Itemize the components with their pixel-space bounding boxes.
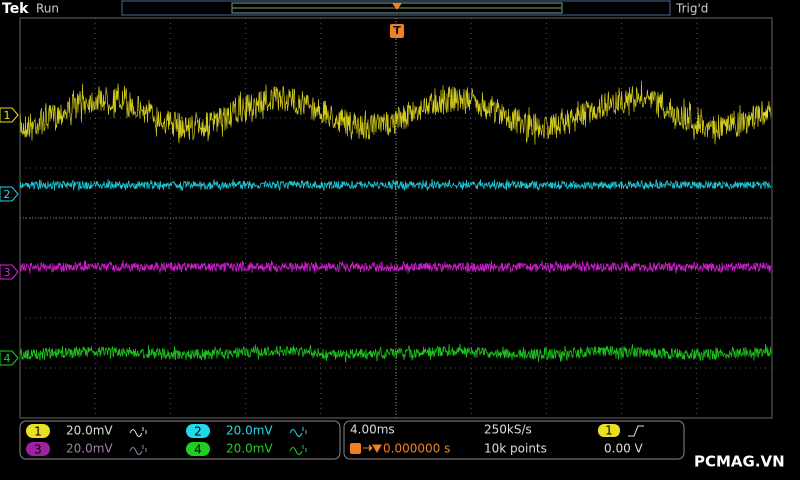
channel-marker: 3 (4, 266, 11, 279)
position-arrow (363, 444, 382, 454)
channel-number: 2 (194, 425, 202, 439)
channel-marker-shape (0, 186, 19, 202)
run-status: Run (36, 2, 59, 16)
sample-rate: 250kS/s (484, 423, 532, 437)
trigger-marker: T (393, 24, 401, 37)
trigger-source-badge (598, 424, 620, 437)
watermark: PCMAG.VN (694, 453, 785, 471)
channel-marker-shape (0, 264, 19, 280)
channel-scale: 20.0mV (226, 442, 273, 456)
bandwidth-icon (129, 445, 147, 455)
brand: Tek (2, 1, 29, 17)
channel-scale: 20.0mV (66, 442, 113, 456)
channel-badge (26, 442, 50, 456)
channel-badge (186, 424, 210, 438)
channel-marker: 1 (4, 109, 11, 122)
channel-marker-shape (0, 107, 19, 123)
waveform (19, 179, 772, 191)
position-icon (350, 443, 361, 454)
trigger-level: 0.00 V (604, 442, 644, 456)
record-bar (121, 0, 671, 16)
channel-marker-shape (0, 350, 19, 366)
channel-markers: 1 2 3 4 (0, 107, 19, 366)
bandwidth-icon (129, 427, 147, 437)
waveform (19, 80, 772, 145)
channel-panel (19, 420, 341, 460)
channel-badge (186, 442, 210, 456)
bandwidth-icon (289, 445, 307, 455)
trigger-status: Trig'd (675, 2, 708, 16)
trigger-slope-icon (628, 425, 644, 437)
trigger-level-arrow (762, 110, 768, 118)
record-length: 10k points (484, 442, 547, 456)
channel-number: 4 (194, 443, 202, 457)
channel-number: 1 (34, 425, 42, 439)
channel-marker: 4 (4, 352, 11, 365)
waveform (19, 260, 772, 274)
channel-marker: 2 (4, 188, 11, 201)
horizontal-position: 0.000000 s (383, 442, 450, 456)
trigger-position-arrow (392, 3, 402, 10)
trigger-source: 1 (605, 424, 613, 438)
time-scale: 4.00ms (350, 423, 395, 437)
trigger-badge (390, 24, 404, 38)
channel-readouts: 1 20.0mV 2 20.0mV 3 20.0mV 4 20.0mV (26, 424, 307, 457)
channel-scale: 20.0mV (226, 424, 273, 438)
bandwidth-icon (289, 427, 307, 437)
channel-scale: 20.0mV (66, 424, 113, 438)
waveform (19, 343, 772, 363)
channel-badge (26, 424, 50, 438)
traces (19, 80, 772, 363)
channel-number: 3 (34, 443, 42, 457)
